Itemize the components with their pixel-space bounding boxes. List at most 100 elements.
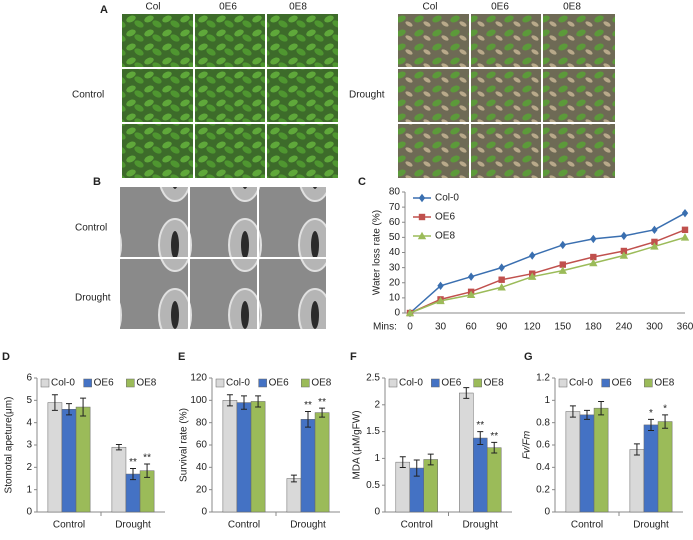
error-bar [427,453,434,466]
legend-label: OE8 [311,378,331,389]
marker [436,296,445,305]
marker [589,258,598,267]
y-tick-label: 0 [201,507,207,518]
panel-label: F [350,351,357,363]
photo [398,14,615,178]
significance-label: ** [129,457,137,468]
marker [467,272,475,281]
y-tick-label: 20 [389,277,401,288]
marker [651,238,658,246]
line [409,236,686,314]
y-tick-label: 1.2 [536,373,550,384]
marker [559,261,566,268]
error-bar [569,405,576,418]
error-bar [491,441,498,454]
bar [61,409,77,513]
marker [528,272,537,280]
y-tick-label: 0.8 [536,417,550,428]
error-bar [413,459,420,477]
marker [529,251,536,260]
y-tick-label: 100 [190,395,207,406]
legend-label: Col-0 [51,378,75,389]
bar [565,411,581,513]
marker [497,283,506,291]
marker [558,266,567,274]
significance-label: * [663,403,667,414]
marker [619,251,629,259]
x-tick-label: 300 [646,322,663,333]
bar [286,478,302,513]
legend-label: Col-0 [399,378,423,389]
y-tick-label: 2 [26,462,32,473]
marker [590,253,597,261]
error-bar [584,409,590,420]
x-tick-label: Control [53,520,85,531]
y-tick-label: 1 [26,484,32,495]
x-tick-label: Control [228,520,260,531]
y-axis-title: Fv/Fm [522,431,533,459]
y-tick-label: 2.5 [366,373,380,384]
bar [300,419,316,513]
error-bar [648,418,654,431]
y-tick-label: 6 [26,373,32,384]
row-label: Control [75,223,107,234]
error-bar [305,411,311,428]
y-tick-label: 40 [196,462,208,473]
bar [395,461,411,513]
error-bar [463,387,470,399]
error-bar [241,395,247,410]
column-label: Col [145,2,160,13]
bar [629,449,645,513]
legend-label: OE8 [136,378,156,389]
legend-label: OE6 [94,378,114,389]
error-bar [598,400,605,416]
panel-label: C [358,176,366,188]
bar [423,459,438,513]
significance-label: * [649,408,653,419]
legend-swatch [126,378,135,388]
legend-label: OE6 [441,378,461,389]
error-bar [290,474,297,483]
x-tick-label: 30 [435,322,447,333]
y-tick-label: 70 [389,202,401,213]
x-axis-title: Mins: [373,322,397,333]
photo-grid [122,14,615,178]
bar [643,424,659,513]
bar [473,437,488,513]
panel-label: D [2,351,10,363]
marker [680,233,690,241]
y-tick-label: 4 [26,417,32,428]
x-tick-label: Drought [462,520,498,531]
y-tick-label: 0.4 [536,462,550,473]
error-bar [226,394,233,407]
error-bar [144,463,151,478]
row-label: Drought [349,90,385,101]
y-tick-label: 0.2 [536,484,550,495]
y-tick-label: 50 [389,232,401,243]
legend-swatch [473,378,482,388]
x-tick-label: 240 [616,322,633,333]
bar [314,412,330,513]
bar [111,446,127,513]
legend-swatch [258,378,267,388]
marker [417,231,427,240]
x-tick-label: Control [571,520,603,531]
marker [437,281,444,290]
x-tick-label: Control [401,520,433,531]
bar [47,402,63,513]
y-axis-title: Stomotal apeture(μm) [4,397,15,494]
error-bar [477,431,484,445]
x-tick-label: 0 [407,322,413,333]
panel-label: E [178,351,185,363]
legend-swatch [431,378,440,388]
y-axis-title: MDA (μM/gFW) [352,410,363,479]
y-axis-title: Water loss rate (%) [372,210,383,295]
column-label: 0E6 [491,2,509,13]
marker [620,231,628,241]
legend-swatch [83,378,92,388]
significance-label: ** [490,431,498,442]
legend-label: Col-0 [569,378,593,389]
photo [122,14,338,178]
y-tick-label: 0 [374,507,380,518]
marker [405,308,415,317]
